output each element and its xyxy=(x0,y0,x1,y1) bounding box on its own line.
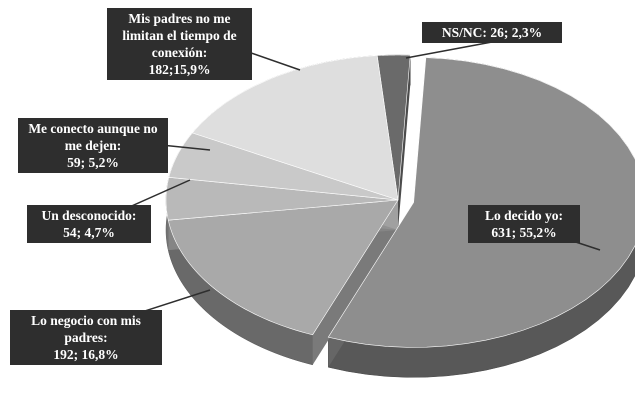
slice-edge xyxy=(312,200,398,365)
value-label: 631; xyxy=(491,225,520,240)
category-label: Un desconocido: xyxy=(41,208,137,223)
category-label: NS/NC: xyxy=(441,25,487,40)
slice xyxy=(168,132,399,201)
category-label: Mis padres no me limitan el tiempo de co… xyxy=(122,11,237,60)
percentage-label: 5,2% xyxy=(88,155,119,170)
slice xyxy=(167,199,399,336)
percentage-label: 4,7% xyxy=(84,225,115,240)
percentage-label: 15,9% xyxy=(173,62,211,77)
data-label: NS/NC: 26; 2,3% xyxy=(422,22,562,43)
slice xyxy=(327,57,635,348)
pie-tops xyxy=(165,54,635,348)
value-label: 182; xyxy=(148,62,174,77)
slice xyxy=(165,176,399,221)
value-label: 59; xyxy=(67,155,89,170)
category-label: Me conecto aunque no me dejen: xyxy=(28,121,158,153)
slice xyxy=(191,55,399,201)
data-label: Me conecto aunque no me dejen: 59; 5,2% xyxy=(18,118,168,173)
value-label: 54; xyxy=(63,225,85,240)
value-label: 192; xyxy=(53,347,82,362)
leader-line xyxy=(405,41,493,59)
category-label: Lo decido yo: xyxy=(484,208,563,223)
data-label: Un desconocido: 54; 4,7% xyxy=(27,205,151,243)
percentage-label: 16,8% xyxy=(81,347,119,362)
data-label: Lo negocio con mis padres: 192; 16,8% xyxy=(10,310,162,365)
percentage-label: 2,3% xyxy=(511,25,543,40)
data-label: Mis padres no me limitan el tiempo de co… xyxy=(107,8,252,80)
value-label: 26; xyxy=(490,25,512,40)
slice-edge xyxy=(398,55,411,230)
slice xyxy=(376,54,411,201)
percentage-label: 55,2% xyxy=(519,225,557,240)
data-label: Lo decido yo: 631; 55,2% xyxy=(468,205,580,243)
category-label: Lo negocio con mis padres: xyxy=(31,313,141,345)
